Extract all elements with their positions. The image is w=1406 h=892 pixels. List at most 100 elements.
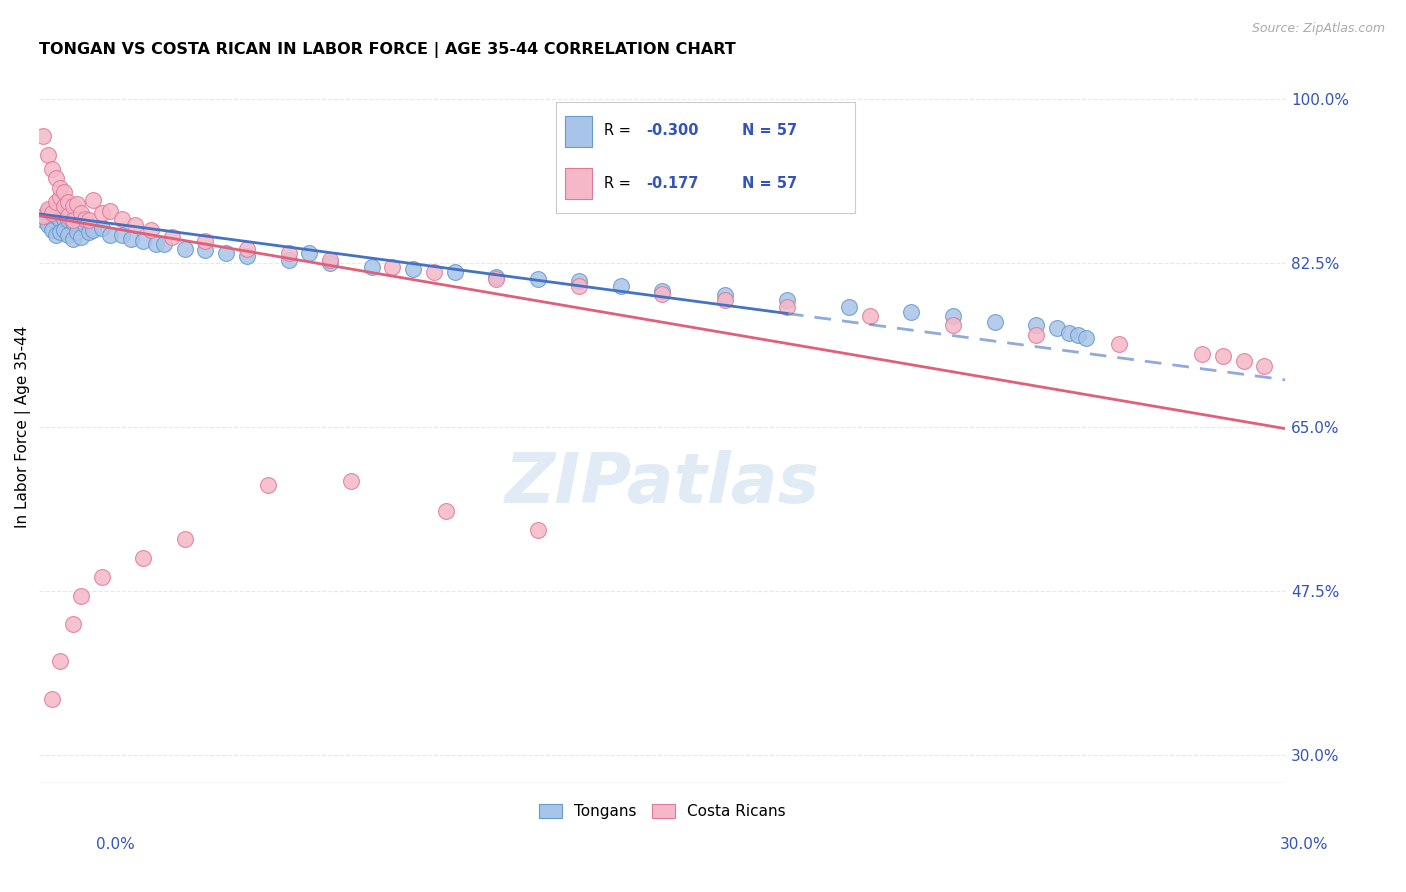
Point xyxy=(651,284,673,298)
Text: TONGAN VS COSTA RICAN IN LABOR FORCE | AGE 35-44 CORRELATION CHART: TONGAN VS COSTA RICAN IN LABOR FORCE | A… xyxy=(39,42,737,58)
Point xyxy=(1025,318,1047,333)
Point xyxy=(49,225,72,239)
Point xyxy=(32,129,55,144)
Point xyxy=(1046,321,1069,335)
Point xyxy=(58,227,80,242)
Point xyxy=(713,293,735,307)
Point xyxy=(111,227,134,242)
Text: ZIPatlas: ZIPatlas xyxy=(505,450,820,517)
Point xyxy=(41,223,63,237)
Point xyxy=(73,218,96,232)
Point xyxy=(82,223,104,237)
Point xyxy=(277,246,299,260)
Point xyxy=(90,221,112,235)
Point xyxy=(1233,354,1256,368)
Point xyxy=(319,255,342,269)
Point xyxy=(713,288,735,302)
Point xyxy=(526,523,548,537)
Point xyxy=(360,260,382,275)
Point xyxy=(319,252,342,267)
Point xyxy=(256,478,278,492)
Point xyxy=(111,211,134,226)
Point xyxy=(70,213,93,227)
Point xyxy=(132,551,155,566)
Point xyxy=(402,262,425,277)
Point xyxy=(90,206,112,220)
Point xyxy=(58,213,80,227)
Point xyxy=(194,244,217,258)
Point xyxy=(41,211,63,226)
Point xyxy=(49,204,72,219)
Point xyxy=(983,315,1005,329)
Point xyxy=(62,232,84,246)
Point xyxy=(610,279,633,293)
Point xyxy=(70,206,93,220)
Point xyxy=(58,209,80,223)
Point xyxy=(77,225,100,239)
Point xyxy=(1191,346,1213,360)
Point xyxy=(236,249,259,263)
Point xyxy=(160,230,183,244)
Point xyxy=(32,209,55,223)
Point xyxy=(53,199,76,213)
Point xyxy=(124,218,146,232)
Point xyxy=(568,274,591,288)
Point xyxy=(1212,350,1234,364)
Point xyxy=(236,242,259,256)
Point xyxy=(381,260,404,275)
Point xyxy=(49,213,72,227)
Point xyxy=(776,293,799,307)
Point xyxy=(49,654,72,668)
Point xyxy=(37,202,59,217)
Point xyxy=(1059,326,1081,340)
Point xyxy=(145,236,167,251)
Point xyxy=(173,242,195,256)
Point xyxy=(942,309,965,323)
Point xyxy=(443,265,465,279)
Point xyxy=(141,223,163,237)
Point xyxy=(66,196,89,211)
Point xyxy=(215,246,238,260)
Point xyxy=(568,279,591,293)
Text: 30.0%: 30.0% xyxy=(1281,838,1329,852)
Point xyxy=(82,193,104,207)
Point xyxy=(423,265,446,279)
Point xyxy=(37,148,59,162)
Y-axis label: In Labor Force | Age 35-44: In Labor Force | Age 35-44 xyxy=(15,326,31,528)
Point xyxy=(53,223,76,237)
Point xyxy=(1066,327,1088,342)
Point xyxy=(98,204,121,219)
Point xyxy=(485,269,508,284)
Point xyxy=(859,309,882,323)
Point xyxy=(153,236,176,251)
Point xyxy=(98,227,121,242)
Point xyxy=(1074,331,1097,345)
Point xyxy=(838,300,860,314)
Point xyxy=(1025,327,1047,342)
Point xyxy=(66,225,89,239)
Point xyxy=(77,213,100,227)
Point xyxy=(41,691,63,706)
Point xyxy=(298,246,321,260)
Legend: Tongans, Costa Ricans: Tongans, Costa Ricans xyxy=(533,798,792,825)
Point xyxy=(1108,337,1130,351)
Point xyxy=(900,305,922,319)
Point xyxy=(37,204,59,219)
Point xyxy=(651,286,673,301)
Point xyxy=(45,194,67,209)
Point xyxy=(62,616,84,631)
Point xyxy=(32,209,55,223)
Point xyxy=(53,186,76,200)
Point xyxy=(45,209,67,223)
Point xyxy=(70,589,93,603)
Point xyxy=(132,234,155,248)
Point xyxy=(942,318,965,333)
Point xyxy=(45,171,67,186)
Point xyxy=(62,213,84,227)
Point xyxy=(45,227,67,242)
Point xyxy=(41,206,63,220)
Point xyxy=(49,190,72,204)
Point xyxy=(49,180,72,194)
Text: 0.0%: 0.0% xyxy=(96,838,135,852)
Text: Source: ZipAtlas.com: Source: ZipAtlas.com xyxy=(1251,22,1385,36)
